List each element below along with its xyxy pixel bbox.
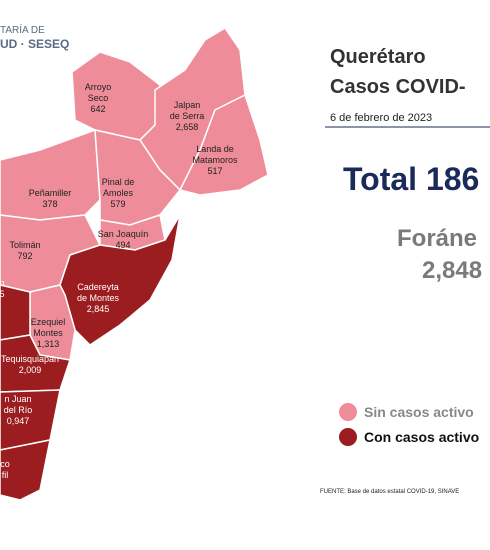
title-line2: Casos COVID- [330,76,466,98]
municipality-name: de Montes [77,293,120,303]
landa-region [178,93,269,196]
municipality-name: Ezequiel [31,317,66,327]
arroyo-seco-region [71,51,161,141]
header-line1: TARÍA DE [0,23,45,36]
municipality-name: Tequisquiapan [1,354,59,364]
municipality-label: Pinal de Amoles 579 [102,177,135,209]
municipality-name: Cadereyta [77,282,119,292]
foraneos-value: 2,848 [422,257,482,284]
municipality-name: co [0,459,10,469]
case-count: 1,313 [37,339,60,349]
municipality-label: Tequisquiapan 2,009 [1,354,59,375]
legend-swatch-pink [339,403,357,421]
foraneos-label: Foráne [397,225,477,252]
case-count: 0,947 [7,416,30,426]
case-count: 2,009 [19,365,42,375]
municipality-label: Ezequiel Montes 1,313 [31,317,66,349]
municipality-name: Arroyo [85,82,112,92]
municipality-name: Seco [88,93,109,103]
title-line1: Querétaro [330,46,426,68]
municipality-label: Arroyo Seco 642 [85,82,112,114]
municipality-name: fil [2,470,9,480]
map-labels: Arroyo Seco 642 Jalpan de Serra 2,658 Landa de… [0,82,238,480]
municipality-name: Peñamiller [29,188,72,198]
municipality-name: n Juan [4,394,31,404]
municipality-label: co fil [0,459,10,480]
total: Total 186 [343,161,479,197]
municipality-label: Peñamiller 378 [29,188,72,209]
municipality-label: Tolimán 792 [9,240,40,261]
municipality-name: n [0,278,5,288]
case-count: 517 [207,166,222,176]
case-count: 2,845 [87,304,110,314]
municipality-label: n Juan del Río 0,947 [4,394,33,426]
municipality-name: de Serra [170,111,205,121]
legend-swatch-dark [339,428,357,446]
case-count: 579 [110,199,125,209]
case-count: 792 [17,251,32,261]
case-count: 378 [42,199,57,209]
map [0,26,269,501]
case-count: 5 [0,289,5,299]
legend-label: Sin casos activo [364,404,474,420]
case-count: 642 [90,104,105,114]
tequisquiapan-region [0,334,71,393]
municipality-name: Matamoros [192,155,238,165]
municipality-label: San Joaquín 494 [98,229,149,250]
municipality-name: Montes [33,328,63,338]
municipality-name: Pinal de [102,177,135,187]
case-count: 2,658 [176,122,199,132]
municipality-label: Landa de Matamoros 517 [192,144,238,176]
municipality-name: Amoles [103,188,134,198]
municipality-label: Cadereyta de Montes 2,845 [77,282,120,314]
municipality-label: Jalpan de Serra 2,658 [170,100,205,132]
amealco-region [0,439,51,501]
municipality-name: Tolimán [9,240,40,250]
municipality-name: del Río [4,405,33,415]
municipality-name: Landa de [196,144,234,154]
source: FUENTE: Base de datos estatal COVID-19, … [320,489,459,495]
legend-label: Con casos activo [364,429,479,445]
case-count: 494 [115,240,130,250]
date: 6 de febrero de 2023 [330,112,432,124]
header-line2: UD · SESEQ [0,37,69,51]
municipality-name: San Joaquín [98,229,149,239]
municipality-name: Jalpan [174,100,201,110]
